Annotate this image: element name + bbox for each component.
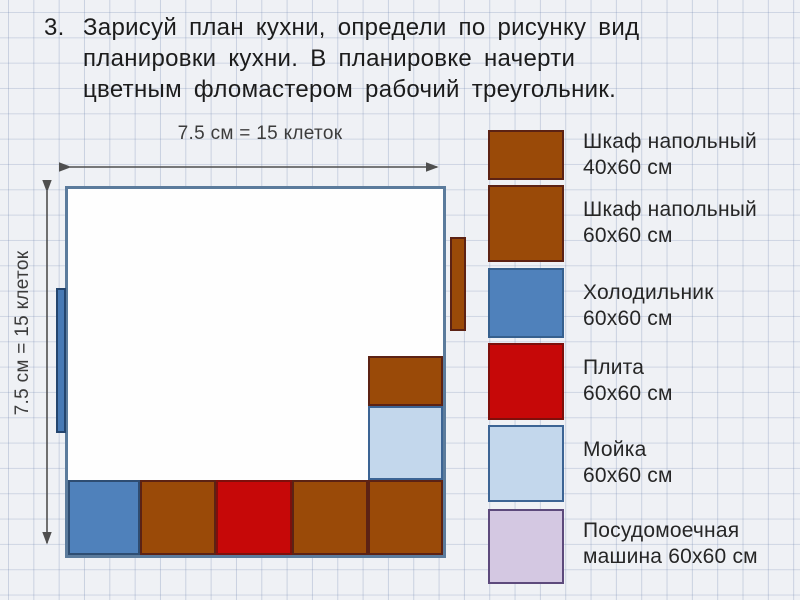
legend-swatch-fridge: [488, 268, 564, 338]
task-title-text: Зарисуй план кухни, определи по рисунку …: [83, 12, 639, 105]
plan-block-floor-cabinet-1: [140, 480, 216, 555]
plan-block-floor-cabinet-2: [292, 480, 368, 555]
legend-label-floor-cabinet-40x60: Шкаф напольный 40х60 см: [583, 130, 757, 179]
legend-swatch-stove: [488, 343, 564, 420]
legend-label-fridge: Холодильник 60х60 см: [583, 281, 714, 330]
plan-block-floor-cabinet-corner: [368, 480, 443, 555]
task-number: 3.: [44, 14, 65, 41]
plan-block-fridge-bottom-row: [68, 480, 140, 555]
legend-swatch-floor-cabinet-60x60: [488, 185, 564, 262]
plan-block-stove: [216, 480, 292, 555]
plan-block-wall-unit-left: [56, 288, 66, 433]
plan-block-wall-unit-right: [450, 237, 466, 331]
legend-label-sink: Мойка 60х60 см: [583, 438, 673, 487]
task-title-line-1: Зарисуй план кухни, определи по рисунку …: [83, 14, 640, 41]
task-title-line-3: цветным фломастером рабочий треугольник.: [83, 76, 617, 103]
legend-swatch-floor-cabinet-40x60: [488, 130, 564, 180]
task-title-line-2: планировки кухни. В планировке начерти: [83, 45, 576, 72]
plan-block-floor-cabinet-40x60: [368, 356, 443, 406]
legend-swatch-dishwasher: [488, 509, 564, 584]
legend-label-dishwasher: Посудомоечная машина 60х60 см: [583, 519, 758, 568]
dimension-label-left: 7.5 см = 15 клеток: [12, 250, 33, 416]
legend-label-floor-cabinet-60x60: Шкаф напольный 60х60 см: [583, 198, 757, 247]
legend-swatch-sink: [488, 425, 564, 502]
legend-label-stove: Плита 60х60 см: [583, 356, 673, 405]
task-title: 3. Зарисуй план кухни, определи по рисун…: [44, 12, 639, 105]
plan-block-sink-right-wall: [368, 406, 443, 480]
dimension-label-top: 7.5 см = 15 клеток: [177, 123, 343, 144]
